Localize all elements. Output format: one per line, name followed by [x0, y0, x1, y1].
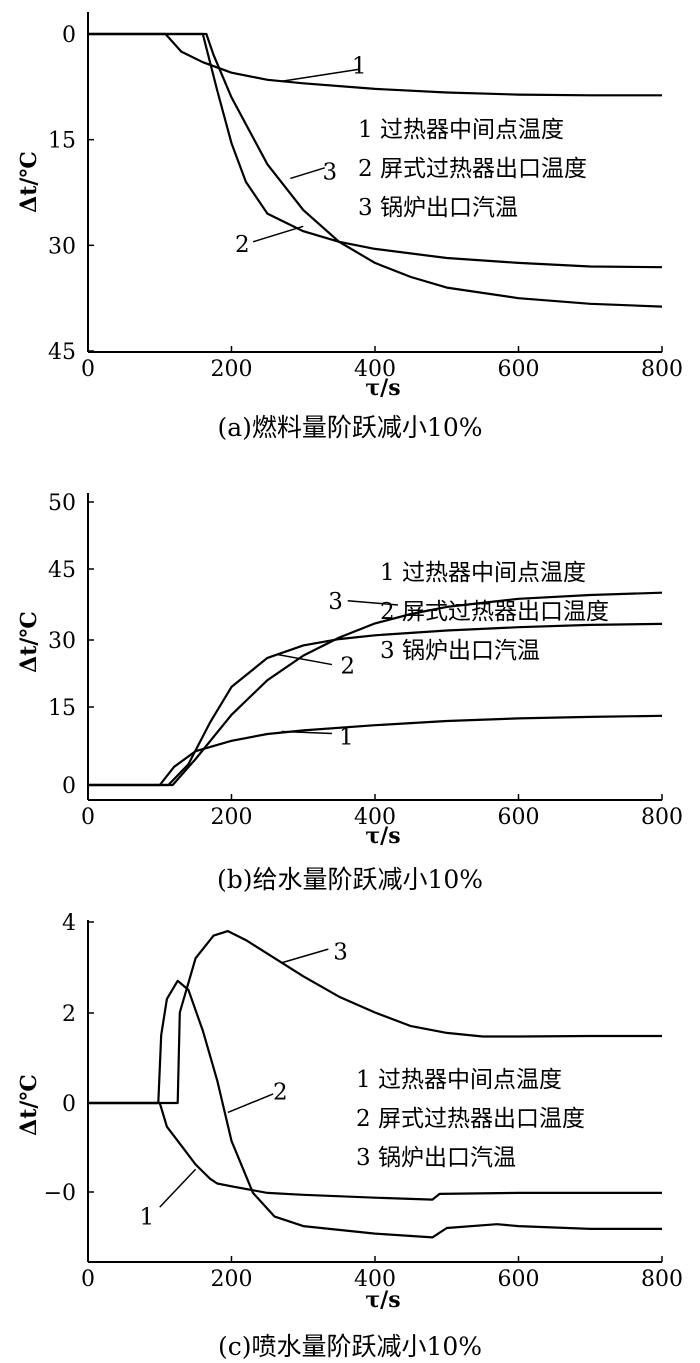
- series-label-1: 1: [352, 54, 367, 80]
- series-line-2: [88, 622, 663, 787]
- x-axis-title: τ/s: [365, 375, 400, 401]
- series-label-leader-3: [290, 167, 325, 180]
- y-tick-label: 0: [62, 1092, 76, 1117]
- legend-entry: 1 过热器中间点温度: [358, 117, 564, 143]
- legend-entry: 2 屏式过热器出口温度: [380, 599, 609, 625]
- series-label-leader-1: [159, 1168, 197, 1208]
- x-tick-label: 600: [498, 1267, 540, 1292]
- legend-entry: 3 锅炉出口汽温: [356, 1145, 516, 1171]
- legend-entry: 2 屏式过热器出口温度: [356, 1106, 585, 1132]
- series-label-2: 2: [340, 653, 355, 679]
- x-tick-label: 600: [498, 805, 540, 830]
- x-tick-label: 400: [354, 805, 396, 830]
- y-tick-label: 0: [62, 774, 76, 799]
- series-label-leader-2: [227, 1093, 274, 1114]
- y-tick-label: 0: [62, 23, 76, 48]
- x-axis-title: τ/s: [365, 823, 400, 849]
- series-label-leader-1: [281, 730, 332, 735]
- y-tick-label: 2: [62, 1002, 76, 1027]
- x-tick-label: 800: [641, 1267, 683, 1292]
- caption-c: (c)喷水量阶跃减小10%: [217, 1332, 483, 1361]
- legend-entry: 2 屏式过热器出口温度: [358, 156, 587, 182]
- chart-a: 0 200 400 600 800 0 15 30 45 τ/s Δt/℃ 1 2 3 1 过热器中间点温度…: [16, 12, 683, 401]
- y-tick-label: 30: [48, 234, 76, 259]
- series-label-leader-1: [281, 68, 360, 82]
- series-line-3: [88, 32, 663, 308]
- panel-a: 0 200 400 600 800 0 15 30 45 τ/s Δt/℃ 1 2 3 1 过热器中间点温度…: [0, 0, 700, 442]
- series-label-leader-2: [275, 653, 333, 666]
- series-label-2: 2: [273, 1080, 288, 1106]
- x-axis-title: τ/s: [365, 1287, 400, 1313]
- caption-a: (a)燃料量阶跃减小10%: [217, 413, 483, 442]
- y-tick-label: 4: [62, 911, 76, 936]
- series-label-3: 3: [322, 159, 337, 185]
- series-label-1: 1: [339, 725, 354, 751]
- series-line-3: [88, 591, 663, 787]
- y-tick-label: 50: [48, 491, 76, 516]
- y-axis-title: Δt/℃: [16, 611, 42, 673]
- series-label-3: 3: [328, 589, 343, 615]
- y-tick-label: 15: [48, 129, 76, 154]
- series-label-3: 3: [333, 939, 348, 965]
- legend-entry: 3 锅炉出口汽温: [358, 195, 518, 221]
- x-tick-label: 0: [81, 357, 95, 382]
- x-tick-label: 200: [211, 1267, 253, 1292]
- series-line-2: [88, 32, 663, 269]
- x-tick-label: 800: [641, 805, 683, 830]
- chart-b: 0 200 400 600 800 0 15 30 45 50 τ/s Δt/℃ 1 2 3 1 过热器中间点…: [16, 491, 683, 849]
- y-tick-label: 15: [48, 696, 76, 721]
- series-label-leader-2: [252, 225, 304, 243]
- y-tick-label: 45: [48, 340, 76, 365]
- series-label-leader-3: [347, 599, 399, 606]
- series-line-1: [88, 1101, 662, 1201]
- x-tick-label: 0: [81, 1267, 95, 1292]
- x-tick-label: 600: [498, 357, 540, 382]
- legend-entry: 1 过热器中间点温度: [356, 1067, 562, 1093]
- legend-entry: 3 锅炉出口汽温: [380, 638, 540, 664]
- x-tick-label: 400: [354, 357, 396, 382]
- x-tick-label: 200: [211, 805, 253, 830]
- series-line-1: [88, 32, 662, 97]
- panel-c: 0 200 400 600 800 −0 0 2 4 τ/s Δt/℃ 1 2 3 1 过热器中间点温度 2 …: [0, 900, 700, 1363]
- series-line-1: [88, 714, 663, 787]
- x-tick-label: 800: [641, 357, 683, 382]
- panel-b: 0 200 400 600 800 0 15 30 45 50 τ/s Δt/℃ 1 2 3 1 过热器中间点…: [0, 455, 700, 895]
- legend-entry: 1 过热器中间点温度: [380, 560, 586, 586]
- x-tick-label: 400: [354, 1267, 396, 1292]
- x-tick-label: 200: [211, 357, 253, 382]
- x-tick-label: 0: [81, 805, 95, 830]
- series-label-2: 2: [235, 232, 250, 258]
- y-tick-label: 30: [48, 629, 76, 654]
- series-line-3: [88, 930, 662, 1105]
- chart-c: 0 200 400 600 800 −0 0 2 4 τ/s Δt/℃ 1 2 3 1 过热器中间点温度 2 …: [16, 911, 683, 1313]
- y-axis-title: Δt/℃: [16, 151, 42, 213]
- series-label-1: 1: [140, 1205, 155, 1231]
- y-tick-label: 45: [48, 558, 76, 583]
- y-tick-label: −0: [44, 1181, 76, 1206]
- y-axis-title: Δt/℃: [16, 1074, 42, 1136]
- series-line-2: [88, 979, 662, 1239]
- series-label-leader-3: [281, 948, 329, 964]
- caption-b: (b)给水量阶跃减小10%: [216, 865, 484, 894]
